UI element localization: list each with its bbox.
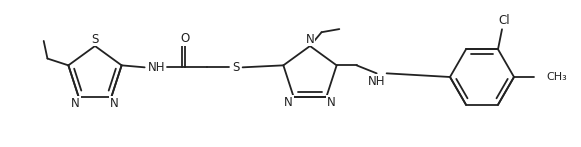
Text: O: O: [180, 32, 189, 45]
Text: N: N: [284, 96, 293, 109]
Text: Cl: Cl: [498, 14, 510, 27]
Text: NH: NH: [148, 61, 166, 74]
Text: N: N: [306, 32, 314, 46]
Text: N: N: [327, 96, 336, 109]
Text: NH: NH: [368, 75, 385, 88]
Text: S: S: [91, 32, 99, 46]
Text: CH₃: CH₃: [546, 72, 566, 82]
Text: N: N: [71, 97, 80, 110]
Text: N: N: [110, 97, 119, 110]
Text: S: S: [232, 61, 239, 74]
